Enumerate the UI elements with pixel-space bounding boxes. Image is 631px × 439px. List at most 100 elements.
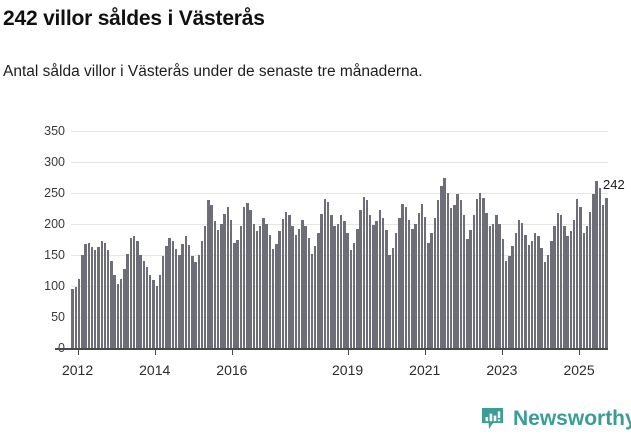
bar [398,217,401,348]
bar [504,261,508,348]
bar [385,230,388,348]
bar [233,242,236,348]
bar [333,226,336,348]
bar [533,232,537,348]
bar [301,220,304,348]
page-subtitle: Antal sålda villor i Västerås under de s… [3,63,423,80]
bar [307,237,310,348]
bar [278,231,281,348]
bar [229,220,233,348]
bar [462,215,466,348]
bar [207,200,210,348]
bar [213,220,217,348]
bar [158,274,162,348]
bar [145,267,149,348]
bar [478,193,482,348]
bar [142,261,145,348]
bar [537,236,540,348]
x-tick-label: 2014 [139,362,171,378]
bar [336,224,340,348]
gridline [71,131,608,132]
bar [524,235,527,348]
x-tick-label: 2012 [61,362,94,378]
bar [220,224,223,348]
bar [165,245,168,348]
bar [546,255,550,348]
bar [381,217,385,348]
gridline [71,317,608,318]
bar [326,201,330,348]
bar [320,214,323,348]
bar [119,278,123,348]
bar [171,241,175,348]
bar [317,232,320,348]
bar [310,253,314,348]
bar [540,247,543,348]
bar [226,206,230,348]
x-tick-label: 2021 [409,362,441,378]
bar [601,205,605,348]
bar [90,246,94,348]
bar [453,205,456,348]
bar [417,212,420,348]
plot-area: 050100150200250300350 201220142016201920… [0,122,631,378]
bar [585,226,589,348]
bar [343,220,346,348]
bar [87,242,90,348]
x-tick-label: 2023 [486,362,518,378]
bar [197,255,200,348]
bar [178,255,181,348]
bar [116,283,120,348]
bar [136,241,139,348]
x-tick-label: 2019 [332,362,364,378]
bar [152,279,155,348]
bar [236,239,239,348]
bar [356,228,359,348]
bar [424,216,427,348]
bar [339,215,343,348]
bar [579,206,582,348]
bar [394,232,398,348]
bar [129,237,133,348]
bar [268,235,272,348]
bar [372,225,375,348]
bar [123,268,126,348]
bar [482,197,485,348]
bar [459,200,463,348]
bar [598,188,602,348]
brand-name: Newsworthy [513,406,631,430]
bar [495,215,498,348]
gridline [71,286,608,287]
bar [391,247,395,348]
bar [349,250,353,348]
bar [362,196,365,348]
bar [71,289,74,348]
bar [369,214,372,348]
bar [242,206,246,348]
bar [330,215,333,348]
bar [556,212,560,348]
bar [375,220,378,348]
x-tick-label: 2016 [216,362,248,378]
gridline [71,193,608,194]
bar [132,236,136,348]
y-tick-label: 200 [44,217,65,231]
bar [246,202,249,348]
bar [259,226,262,348]
bar [281,219,285,348]
bar [582,232,585,348]
x-tick [154,348,157,355]
bar [200,241,204,348]
bar [294,235,298,348]
bar [239,226,243,348]
bar [563,226,566,348]
bar [517,220,521,348]
bar [304,226,307,348]
y-tick-label: 50 [51,310,65,324]
bar [498,224,501,348]
bar [323,199,327,348]
bar [168,237,171,348]
bar [84,243,87,348]
bar [139,255,142,348]
